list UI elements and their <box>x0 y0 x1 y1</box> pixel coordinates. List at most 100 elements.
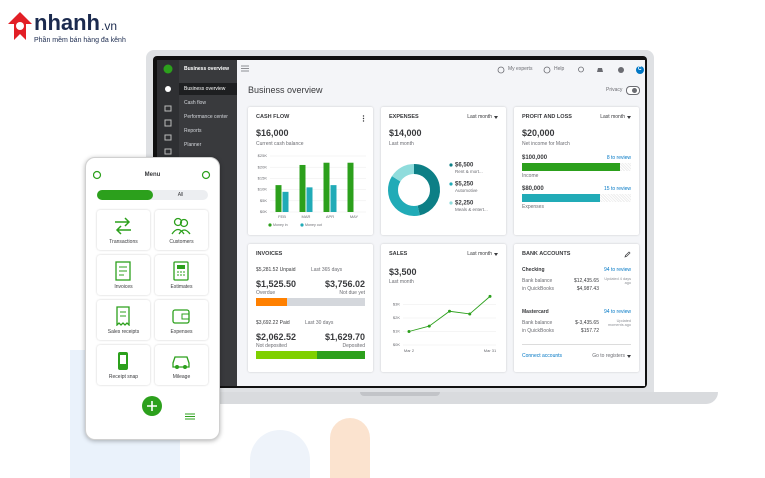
menu-tile[interactable]: Expenses <box>155 300 208 340</box>
amount: $3,500 <box>389 267 417 277</box>
tile-label: Invoices <box>114 284 133 290</box>
menu-tile[interactable]: Estimates <box>155 255 208 295</box>
registers-link[interactable]: Go to registers <box>592 353 625 359</box>
tile-icon <box>171 217 191 235</box>
stacked-bar <box>256 298 365 306</box>
account-name: Checking <box>522 267 545 273</box>
tile-label: Customers <box>169 239 194 245</box>
review-link[interactable]: 94 to review <box>604 309 631 315</box>
logo-icon <box>8 12 32 40</box>
tile-label: Transactions <box>109 239 138 245</box>
nav-item[interactable]: Cash flow <box>184 100 206 106</box>
updated: Updated 4 days ago <box>604 277 631 286</box>
help-link[interactable]: Help <box>554 66 565 72</box>
edit-icon[interactable] <box>624 251 631 258</box>
connect-link[interactable]: Connect accounts <box>522 353 563 359</box>
tile-icon <box>173 261 189 281</box>
amount: $2,062.52 <box>256 332 297 342</box>
y-tick-label: $2K <box>393 315 400 320</box>
amount: $1,629.70 <box>324 332 365 342</box>
menu-tile[interactable]: Transactions <box>97 210 150 250</box>
row-amount: $80,000 <box>522 186 544 192</box>
nav-item[interactable]: Performance center <box>184 114 228 120</box>
legend-label: Money in <box>273 223 288 227</box>
nav-active <box>179 83 237 95</box>
sidebar-icons <box>163 64 173 155</box>
x-tick-label: Mar 2 <box>404 348 415 353</box>
logo-tld: .vn <box>101 19 118 33</box>
menu-tile[interactable]: Receipt snap <box>97 345 150 385</box>
page-title: Business overview <box>248 85 323 95</box>
tab[interactable]: All <box>177 192 184 198</box>
phone-icons <box>93 170 211 180</box>
chart: $0K $5K $10K $15K $20K $25K FEB MAR APR MAY Money … <box>258 153 366 227</box>
balance: $157.72 <box>580 328 599 334</box>
bar-segment <box>287 298 365 306</box>
cash-flow-card: CASH FLOW $16,000 Current cash balance $… <box>248 107 373 235</box>
legend-value: $2,250 <box>455 201 474 207</box>
period-select[interactable]: Last month <box>467 251 492 257</box>
review-link[interactable]: 94 to review <box>604 267 631 273</box>
stacked-bar <box>256 351 365 359</box>
tile-icon <box>118 352 128 370</box>
caret <box>494 116 498 119</box>
bar <box>522 163 621 171</box>
experts-link[interactable]: My experts <box>508 66 533 72</box>
legend-label: Money out <box>305 223 322 227</box>
caption: Net income for March <box>522 141 570 147</box>
period-select[interactable]: Last month <box>600 114 625 120</box>
tile-icon <box>116 306 130 326</box>
period-select[interactable]: Last month <box>467 114 492 120</box>
paid-summary: $3,692.22 Paid <box>256 320 290 326</box>
menu-tile[interactable]: Customers <box>155 210 208 250</box>
legend-swatch <box>449 163 453 167</box>
avatar[interactable]: C <box>638 66 642 72</box>
bar-segment <box>316 351 365 359</box>
menu-tile[interactable]: Invoices <box>97 255 150 295</box>
label: Bank balance <box>522 320 553 326</box>
tile-label: Receipt snap <box>108 374 139 380</box>
paid-period: Last 30 days <box>305 320 334 326</box>
y-tick-label: $20K <box>258 164 268 169</box>
tile-label: Estimates <box>170 284 193 290</box>
amount: $1,525.50 <box>256 279 297 289</box>
tile-icon <box>115 217 131 235</box>
x-tick-label: APR <box>326 214 334 219</box>
x-tick-label: FEB <box>278 214 286 219</box>
y-tick-label: $0K <box>260 209 267 214</box>
row-label: Expenses <box>522 204 544 210</box>
balance: $12,435.65 <box>573 278 599 284</box>
kebab-icon[interactable] <box>362 115 365 122</box>
menu-tile[interactable]: Sales receipts <box>97 300 150 340</box>
caption: Last month <box>389 141 414 147</box>
row-label: Income <box>522 173 539 179</box>
tile-label: Sales receipts <box>107 329 140 335</box>
menu-icon[interactable] <box>241 65 249 72</box>
point <box>407 330 411 333</box>
card-title: BANK ACCOUNTS <box>522 251 571 257</box>
laptop-base <box>120 392 718 404</box>
divider <box>522 344 631 345</box>
caret <box>627 116 631 119</box>
nav-item[interactable]: Reports <box>184 128 202 134</box>
sales-card: SALES Last month $3,500 Last month $0K $1… <box>381 244 506 372</box>
row-amount: $100,000 <box>522 155 548 161</box>
legend-value: $6,500 <box>455 163 474 169</box>
card-title: PROFIT AND LOSS <box>522 114 572 120</box>
menu-tile[interactable]: Mileage <box>155 345 208 385</box>
tile-label: Mileage <box>172 374 191 380</box>
x-tick-label: MAR <box>302 214 311 219</box>
nav-item[interactable]: Business overview <box>184 86 226 92</box>
label: in QuickBooks <box>522 328 554 334</box>
tab-active[interactable] <box>97 190 153 200</box>
balance: $-3,435.65 <box>575 320 599 326</box>
bar-segment <box>256 351 317 359</box>
toggle-knob <box>632 87 637 93</box>
caption: Last month <box>389 279 414 285</box>
phone-title: Menu <box>144 172 161 178</box>
bar <box>299 164 306 212</box>
nav-item[interactable]: Planner <box>184 142 202 148</box>
bar <box>306 187 313 212</box>
phone-bottom-bar <box>142 396 195 420</box>
caption: Overdue <box>256 290 276 296</box>
